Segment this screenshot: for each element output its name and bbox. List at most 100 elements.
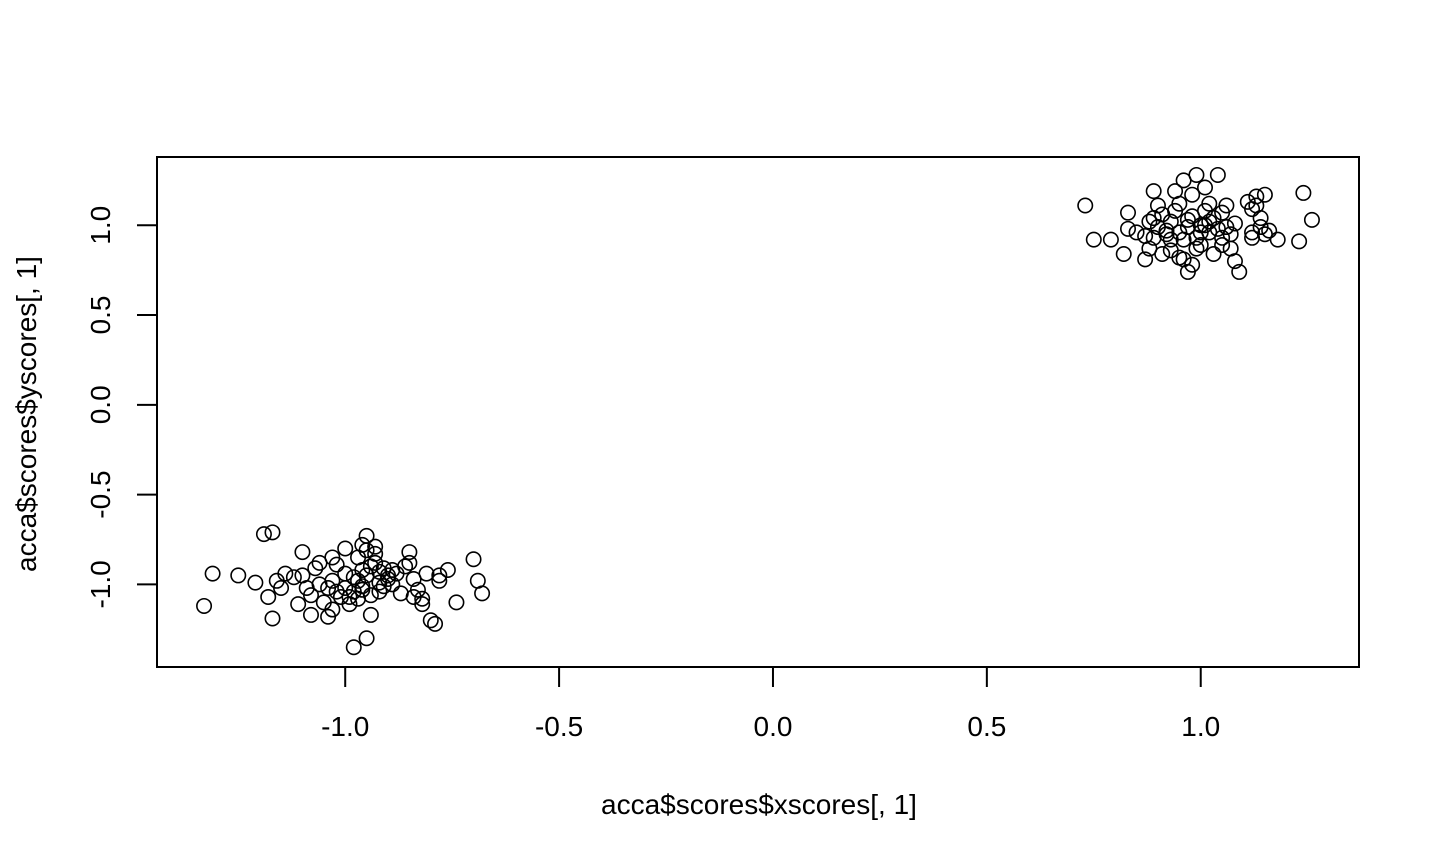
data-point	[354, 578, 371, 595]
data-point	[474, 585, 491, 602]
data-point	[1197, 217, 1214, 234]
data-point	[401, 544, 418, 561]
y-axis-label: acca$scores$yscores[, 1]	[11, 256, 42, 572]
data-point	[1137, 251, 1154, 268]
data-point	[1226, 215, 1243, 232]
data-point	[196, 597, 213, 614]
data-point	[345, 639, 362, 656]
data-point	[1291, 233, 1308, 250]
x-tick-label: -1.0	[321, 711, 369, 742]
data-point	[427, 615, 444, 632]
data-point	[307, 560, 324, 577]
data-point	[431, 572, 448, 589]
y-tick-label: -0.5	[85, 470, 116, 518]
data-point	[1269, 231, 1286, 248]
data-point	[1295, 184, 1312, 201]
data-point	[1248, 188, 1265, 205]
data-point	[350, 572, 367, 589]
data-point	[1184, 256, 1201, 273]
y-tick-label: -1.0	[85, 560, 116, 608]
data-point	[1197, 179, 1214, 196]
data-point	[362, 606, 379, 623]
data-point	[1252, 210, 1269, 227]
data-point	[414, 590, 431, 607]
data-point	[345, 569, 362, 586]
data-point	[1102, 231, 1119, 248]
data-point	[1154, 245, 1171, 262]
data-point	[354, 536, 371, 553]
x-tick-label: 1.0	[1181, 711, 1220, 742]
data-point	[358, 630, 375, 647]
data-point	[397, 558, 414, 575]
data-point	[465, 551, 482, 568]
data-point	[1303, 211, 1320, 228]
data-point	[230, 567, 247, 584]
x-tick-label: 0.0	[754, 711, 793, 742]
data-point	[1162, 213, 1179, 230]
data-point	[324, 601, 341, 618]
data-point	[337, 579, 354, 596]
data-point	[302, 587, 319, 604]
data-point	[341, 588, 358, 605]
data-point	[1149, 197, 1166, 214]
data-point	[422, 612, 439, 629]
data-point	[277, 565, 294, 582]
data-point	[367, 554, 384, 571]
data-point	[358, 542, 375, 559]
data-point	[264, 610, 281, 627]
data-point	[290, 596, 307, 613]
data-point	[1141, 213, 1158, 230]
data-point	[1261, 222, 1278, 239]
data-point	[362, 558, 379, 575]
data-point	[379, 567, 396, 584]
data-point	[1209, 166, 1226, 183]
y-tick-label: 1.0	[85, 206, 116, 245]
y-tick-label: 0.5	[85, 296, 116, 335]
data-point	[1256, 186, 1273, 203]
data-point	[414, 596, 431, 613]
data-point	[273, 579, 290, 596]
data-point	[418, 565, 435, 582]
x-axis-label: acca$scores$xscores[, 1]	[601, 789, 917, 820]
data-points	[196, 166, 1320, 656]
data-point	[1218, 197, 1235, 214]
data-point	[384, 576, 401, 593]
data-point	[302, 606, 319, 623]
data-point	[354, 581, 371, 598]
data-point	[1128, 224, 1145, 241]
data-point	[1184, 186, 1201, 203]
data-point	[1120, 220, 1137, 237]
data-point	[1077, 197, 1094, 214]
data-point	[1192, 236, 1209, 253]
data-point	[255, 526, 272, 543]
data-point	[1214, 236, 1231, 253]
data-point	[362, 587, 379, 604]
data-point	[260, 588, 277, 605]
y-axis: -1.0 -0.5 0.0 0.5 1.0	[85, 206, 158, 609]
data-point	[1120, 204, 1137, 221]
data-point	[379, 571, 396, 588]
data-point	[264, 524, 281, 541]
data-point	[337, 565, 354, 582]
data-point	[1171, 195, 1188, 212]
data-point	[1158, 222, 1175, 239]
data-point	[371, 583, 388, 600]
data-point	[204, 565, 221, 582]
data-point	[409, 581, 426, 598]
data-point	[328, 556, 345, 573]
data-point	[1201, 195, 1218, 212]
data-point	[401, 554, 418, 571]
data-point	[1145, 183, 1162, 200]
data-point	[320, 579, 337, 596]
data-point	[1244, 224, 1261, 241]
data-point	[1188, 240, 1205, 257]
data-point	[294, 544, 311, 561]
data-point	[1226, 253, 1243, 270]
data-point	[285, 569, 302, 586]
data-point	[1231, 263, 1248, 280]
data-point	[1115, 245, 1132, 262]
data-point	[439, 562, 456, 579]
y-tick-label: 0.0	[85, 385, 116, 424]
data-point	[1085, 231, 1102, 248]
